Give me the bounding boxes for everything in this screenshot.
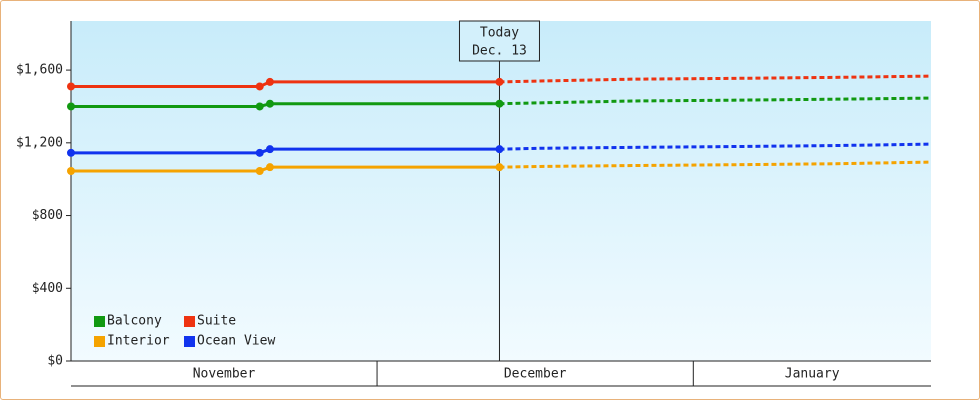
y-tick-label: $1,200 <box>16 135 63 150</box>
legend-swatch <box>184 316 195 327</box>
legend-label: Suite <box>197 314 236 329</box>
price-point <box>265 145 274 154</box>
y-tick-label: $400 <box>32 281 63 296</box>
price-point <box>67 167 75 175</box>
y-tick-label: $0 <box>47 354 63 369</box>
x-tick-label: January <box>785 367 840 382</box>
forecast-line <box>499 96 932 106</box>
price-point <box>67 148 75 157</box>
price-point <box>495 145 504 154</box>
x-tick-label: November <box>193 367 256 382</box>
price-point <box>495 99 504 108</box>
price-point <box>67 82 75 91</box>
today-label: Today <box>480 26 519 41</box>
y-tick-label: $1,600 <box>16 63 63 78</box>
price-point <box>265 99 274 108</box>
price-point <box>495 77 504 86</box>
price-point <box>265 77 274 86</box>
price-point <box>495 163 504 172</box>
price-point <box>255 167 264 175</box>
legend-label: Ocean View <box>197 334 275 349</box>
forecast-line <box>499 74 932 84</box>
plot-background <box>71 21 931 361</box>
price-point <box>265 163 274 172</box>
y-tick-label: $800 <box>32 208 63 223</box>
price-point <box>67 102 75 111</box>
forecast-line <box>499 142 932 151</box>
price-point <box>255 148 264 157</box>
legend-swatch <box>184 336 195 347</box>
legend-swatch <box>94 336 105 347</box>
today-box <box>458 20 540 62</box>
price-line <box>71 80 500 88</box>
forecast-line <box>499 160 932 169</box>
legend-label: Interior <box>107 334 170 349</box>
price-line <box>71 102 500 108</box>
legend-swatch <box>94 316 105 327</box>
x-tick-label: December <box>504 367 567 382</box>
price-point <box>255 82 264 91</box>
price-line <box>71 165 500 173</box>
price-line <box>71 147 500 155</box>
legend-label: Balcony <box>107 314 162 329</box>
price-point <box>255 102 264 111</box>
today-label: Dec. 13 <box>472 44 527 59</box>
